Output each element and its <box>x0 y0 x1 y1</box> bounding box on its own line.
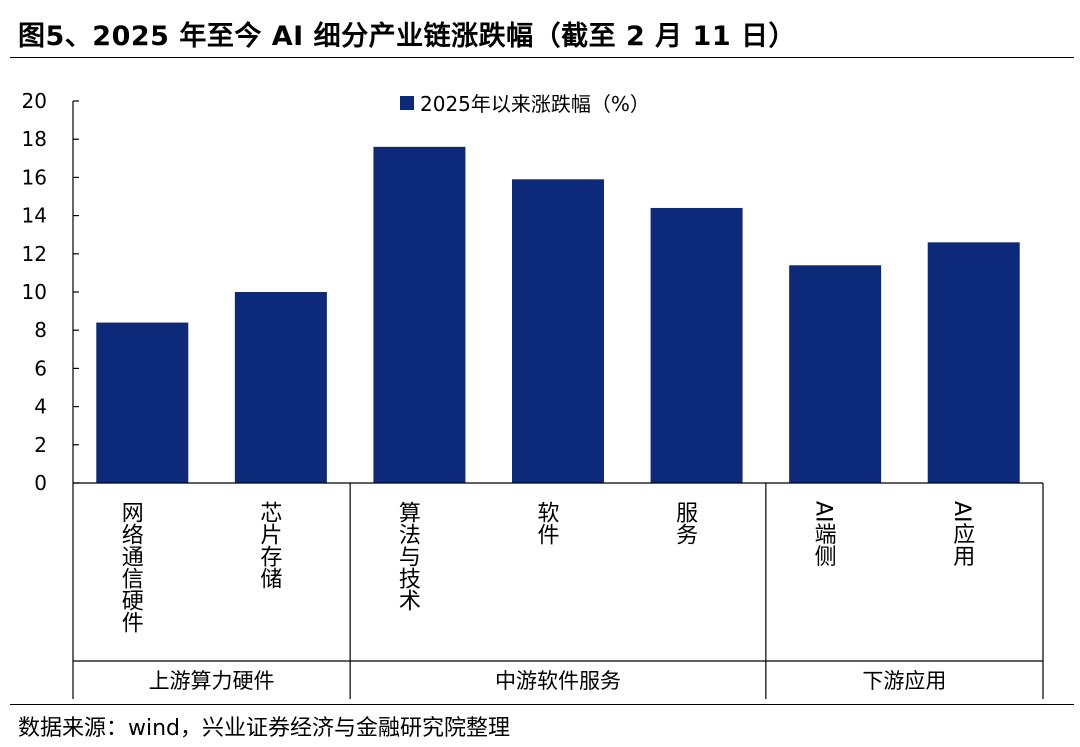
y-tick-label: 10 <box>22 280 47 304</box>
y-tick-label: 14 <box>22 204 47 228</box>
source-rule <box>10 704 1074 705</box>
category-label: AI应用 <box>949 501 975 567</box>
y-tick-label: 12 <box>22 242 47 266</box>
category-label: 算法与技术 <box>395 501 421 611</box>
y-tick-label: 6 <box>34 356 47 380</box>
figure-title: 图5、2025 年至今 AI 细分产业链涨跌幅（截至 2 月 11 日） <box>18 21 797 52</box>
title-rule <box>10 57 1074 58</box>
bar-4 <box>512 179 604 483</box>
y-tick-label: 20 <box>22 89 47 113</box>
y-tick-label: 16 <box>22 165 47 189</box>
category-label: 服务 <box>672 501 698 545</box>
legend-swatch <box>400 96 414 110</box>
group-label: 下游应用 <box>862 669 946 693</box>
bar-2 <box>234 292 327 483</box>
legend-label: 2025年以来涨跌幅（%） <box>420 92 650 116</box>
group-label: 中游软件服务 <box>495 669 621 693</box>
y-tick-label: 4 <box>34 395 47 419</box>
y-tick-label: 2 <box>34 433 47 457</box>
y-tick-label: 8 <box>34 318 47 342</box>
group-label: 上游算力硬件 <box>149 669 275 693</box>
source-note: 数据来源：wind，兴业证券经济与金融研究院整理 <box>18 716 511 741</box>
category-label: 网络通信硬件 <box>118 501 144 633</box>
bar-7 <box>927 242 1020 483</box>
category-label: 软件 <box>534 501 560 545</box>
bar-5 <box>650 207 743 483</box>
legend: 2025年以来涨跌幅（%） <box>400 92 650 116</box>
bar-1 <box>96 322 189 483</box>
y-tick-label: 18 <box>22 127 47 151</box>
category-label: AI端侧 <box>811 501 837 567</box>
y-tick-label: 0 <box>34 471 47 495</box>
category-label: 芯片存储 <box>256 501 282 589</box>
bar-6 <box>789 265 882 483</box>
bar-3 <box>373 146 466 483</box>
